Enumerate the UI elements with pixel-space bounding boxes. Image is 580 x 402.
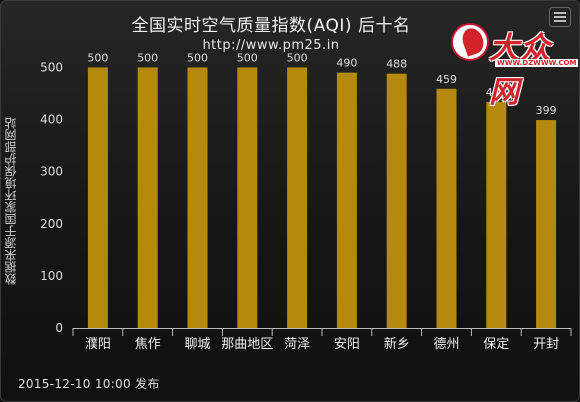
bar	[536, 120, 557, 328]
y-tick-label: 200	[40, 217, 63, 231]
x-tick-label: 焦作	[135, 337, 161, 352]
data-label: 459	[436, 73, 457, 86]
x-tick-label: 安阳	[334, 337, 360, 352]
x-tick-label: 德州	[433, 337, 459, 352]
logo-url: WWW.DZWWW.COM	[495, 59, 579, 67]
y-tick-label: 100	[40, 269, 63, 283]
x-tick-label: 保定	[483, 337, 509, 352]
data-label: 399	[536, 104, 557, 117]
logo: 大众网 WWW.DZWWW.COM	[449, 13, 579, 110]
bar	[87, 67, 108, 328]
chart-subtitle: http://www.pm25.in	[202, 38, 340, 53]
data-label: 434	[486, 86, 507, 99]
bar	[237, 67, 258, 328]
y-tick-label: 400	[40, 113, 63, 127]
data-label: 500	[287, 51, 308, 64]
publish-time: 2015-12-10 10:00 发布	[18, 377, 160, 391]
menu-icon[interactable]	[549, 7, 571, 27]
x-tick-label: 新乡	[384, 336, 410, 352]
y-tick-label: 0	[55, 321, 63, 335]
bar	[287, 67, 308, 328]
data-label: 500	[187, 51, 208, 64]
y-tick-label: 500	[40, 60, 63, 74]
logo-disc-icon	[451, 23, 489, 61]
x-tick-label: 濮阳	[85, 337, 111, 352]
x-tick-label: 菏泽	[284, 337, 310, 352]
data-label: 500	[237, 51, 258, 64]
data-label: 500	[87, 51, 108, 64]
bar	[137, 67, 158, 328]
x-tick-label: 那曲地区	[221, 337, 273, 352]
x-tick-label: 开封	[533, 337, 559, 352]
data-label: 500	[137, 51, 158, 64]
bar	[486, 101, 507, 328]
data-label: 488	[386, 58, 407, 71]
logo-text: 大众网	[489, 31, 551, 110]
bar	[386, 73, 407, 328]
bar	[436, 88, 457, 329]
data-label: 490	[336, 57, 357, 70]
bar	[187, 67, 208, 328]
x-tick-label: 聊城	[184, 337, 210, 352]
bar	[336, 72, 357, 328]
chart-title: 全国实时空气质量指数(AQI) 后十名	[131, 16, 411, 36]
y-tick-label: 300	[40, 165, 63, 179]
flame-icon	[459, 25, 487, 57]
